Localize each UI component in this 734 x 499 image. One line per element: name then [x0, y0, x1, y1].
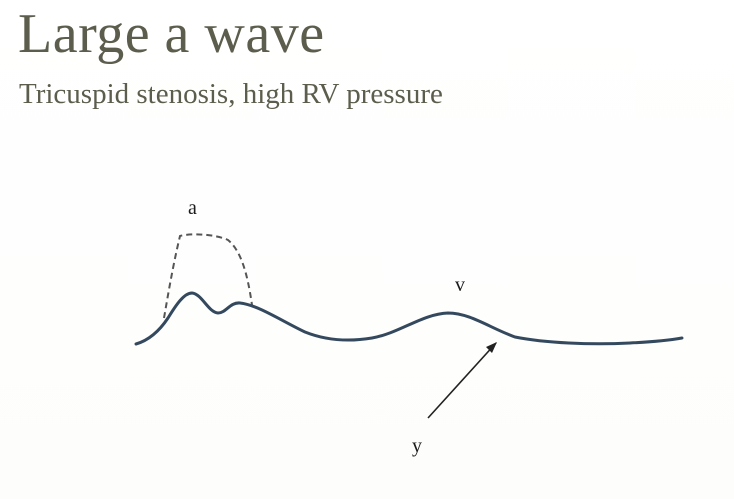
slide-title: Large a wave [18, 3, 325, 65]
large-a-wave-dashed-outline [163, 233, 253, 319]
venous-pressure-trace [134, 291, 684, 346]
label-v: v [455, 274, 465, 296]
y-descent-arrowhead [486, 342, 497, 353]
y-descent-arrow-shaft [427, 342, 497, 419]
label-a: a [188, 197, 197, 219]
slide-subtitle: Tricuspid stenosis, high RV pressure [19, 78, 443, 110]
label-y: y [412, 435, 422, 457]
